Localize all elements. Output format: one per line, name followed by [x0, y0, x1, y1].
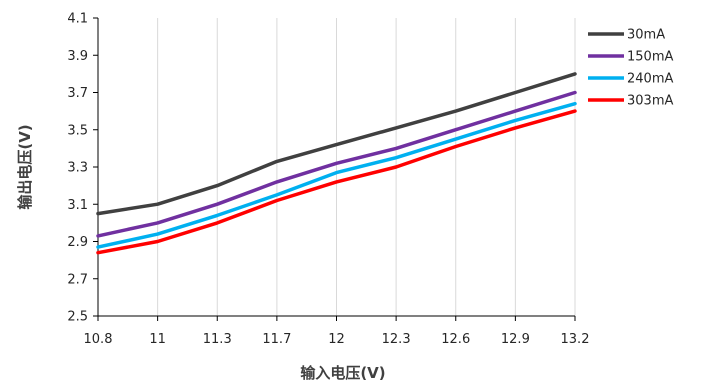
x-tick-label: 13.2 — [561, 332, 590, 347]
x-tick-label: 12.9 — [501, 332, 530, 347]
grid-lines — [157, 18, 576, 316]
y-tick-label: 3.1 — [67, 198, 88, 213]
x-axis-title: 输入电压(V) — [300, 364, 385, 382]
x-tick-label: 10.8 — [84, 332, 113, 347]
legend-label: 30mA — [627, 28, 665, 43]
x-tick-label: 12.6 — [441, 332, 470, 347]
y-tick-label: 2.9 — [67, 235, 88, 250]
y-tick-label: 2.7 — [67, 272, 88, 287]
legend: 30mA 150mA 240mA 303mA — [588, 28, 673, 109]
x-tick-labels: 10.8 11 11.3 11.7 12 12.3 12.6 12.9 13.2 — [84, 332, 590, 347]
legend-label: 240mA — [627, 72, 673, 87]
y-tick-labels: 2.5 2.7 2.9 3.1 3.3 3.5 3.7 3.9 4.1 — [67, 12, 88, 325]
x-tick-label: 12.3 — [382, 332, 411, 347]
y-tick-label: 3.5 — [67, 123, 88, 138]
x-tick-label: 11 — [149, 332, 166, 347]
x-tick-label: 12 — [328, 332, 345, 347]
legend-label: 303mA — [627, 94, 673, 109]
y-tick-label: 4.1 — [67, 12, 88, 27]
x-tick-label: 11.7 — [262, 332, 291, 347]
y-tick-label: 3.3 — [67, 161, 88, 176]
axes — [93, 17, 576, 321]
series-line-303mA — [96, 109, 577, 255]
y-tick-label: 2.5 — [67, 310, 88, 325]
x-tick-label: 11.3 — [203, 332, 232, 347]
y-axis-title: 输出电压(V) — [16, 124, 34, 209]
series-line-150mA — [96, 90, 577, 238]
data-series — [96, 72, 577, 255]
series-line-30mA — [96, 72, 577, 216]
y-tick-label: 3.7 — [67, 86, 88, 101]
y-tick-label: 3.9 — [67, 49, 88, 64]
series-line-240mA — [96, 101, 577, 249]
legend-label: 150mA — [627, 50, 673, 65]
